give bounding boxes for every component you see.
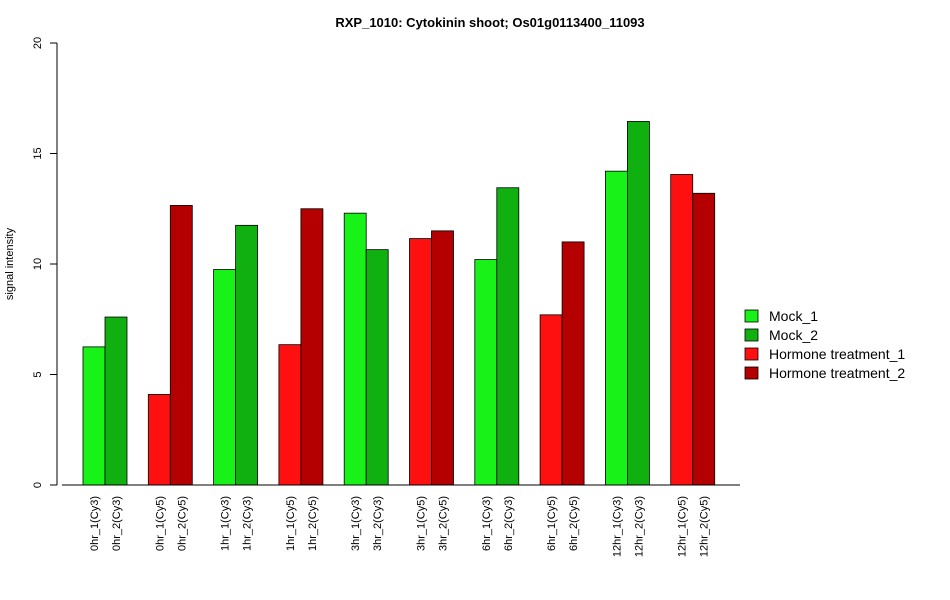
bar	[343, 212, 367, 486]
bars	[82, 121, 716, 486]
x-tick-label: 1hr_2(Cy5)	[307, 496, 319, 551]
x-tick-label: 12hr_1(Cy5)	[677, 496, 689, 557]
bar	[670, 174, 694, 486]
x-tick-label: 12hr_2(Cy5)	[699, 496, 711, 557]
bar	[496, 187, 520, 486]
y-axis: 0 5 10 15 20	[32, 37, 58, 488]
x-tick-label: 1hr_1(Cy5)	[285, 496, 297, 551]
x-tick-label: 12hr_2(Cy3)	[633, 496, 645, 557]
x-tick-label: 6hr_1(Cy5)	[546, 496, 558, 551]
bar	[169, 205, 193, 486]
legend-swatch	[744, 309, 759, 323]
legend-label: Mock_1	[769, 308, 818, 324]
bar	[235, 224, 259, 486]
bar	[213, 269, 237, 486]
legend-label: Mock_2	[769, 327, 818, 343]
x-tick-label: 6hr_2(Cy3)	[503, 496, 515, 551]
x-axis: 0hr_1(Cy3) 0hr_2(Cy3) 0hr_1(Cy5) 0hr_2(Cy5)…	[62, 484, 740, 557]
legend-label: Hormone treatment_1	[769, 346, 905, 362]
bar	[147, 393, 171, 486]
y-tick-label: 0	[32, 482, 44, 488]
x-tick-label: 3hr_2(Cy3)	[372, 496, 384, 551]
bar	[692, 192, 716, 486]
legend-label: Hormone treatment_2	[769, 365, 905, 381]
x-tick-label: 6hr_1(Cy3)	[481, 496, 493, 551]
x-tick-label: 0hr_2(Cy3)	[111, 496, 123, 551]
bar	[409, 238, 432, 486]
y-axis-label: signal intensity	[4, 227, 16, 300]
x-tick-label: 3hr_1(Cy3)	[350, 496, 362, 551]
x-tick-label: 3hr_1(Cy5)	[416, 496, 428, 551]
legend-swatch	[744, 366, 759, 380]
bar	[561, 241, 585, 486]
bar	[82, 346, 106, 486]
y-tick-label: 15	[32, 147, 44, 159]
x-tick-label: 0hr_2(Cy5)	[176, 496, 188, 551]
x-tick-label: 6hr_2(Cy5)	[568, 496, 580, 551]
bar	[474, 259, 498, 486]
x-tick-label: 3hr_2(Cy5)	[438, 496, 450, 551]
bar	[539, 314, 563, 486]
legend-swatch	[744, 347, 759, 361]
x-tick-label: 1hr_2(Cy3)	[242, 496, 254, 551]
legend: Mock_1 Mock_2 Hormone treatment_1 Hormone t…	[744, 308, 905, 381]
bar	[300, 208, 324, 486]
x-tick-label: 0hr_1(Cy3)	[89, 496, 101, 551]
bar	[278, 344, 302, 486]
y-tick-label: 10	[32, 258, 44, 270]
bar	[365, 249, 389, 486]
legend-swatch	[744, 328, 759, 342]
x-tick-label: 0hr_1(Cy5)	[154, 496, 166, 551]
x-tick-label: 12hr_1(Cy3)	[611, 496, 623, 557]
bar	[605, 170, 628, 486]
x-tick-label: 1hr_1(Cy3)	[220, 496, 232, 551]
bar	[104, 316, 128, 486]
bar	[431, 230, 454, 486]
bar	[627, 121, 650, 486]
chart-title: RXP_1010: Cytokinin shoot; Os01g0113400_…	[335, 15, 644, 30]
y-tick-label: 5	[32, 371, 44, 377]
y-tick-label: 20	[32, 37, 44, 49]
